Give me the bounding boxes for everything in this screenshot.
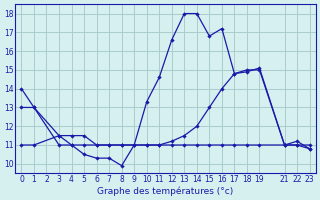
X-axis label: Graphe des températures (°c): Graphe des températures (°c) — [97, 186, 234, 196]
